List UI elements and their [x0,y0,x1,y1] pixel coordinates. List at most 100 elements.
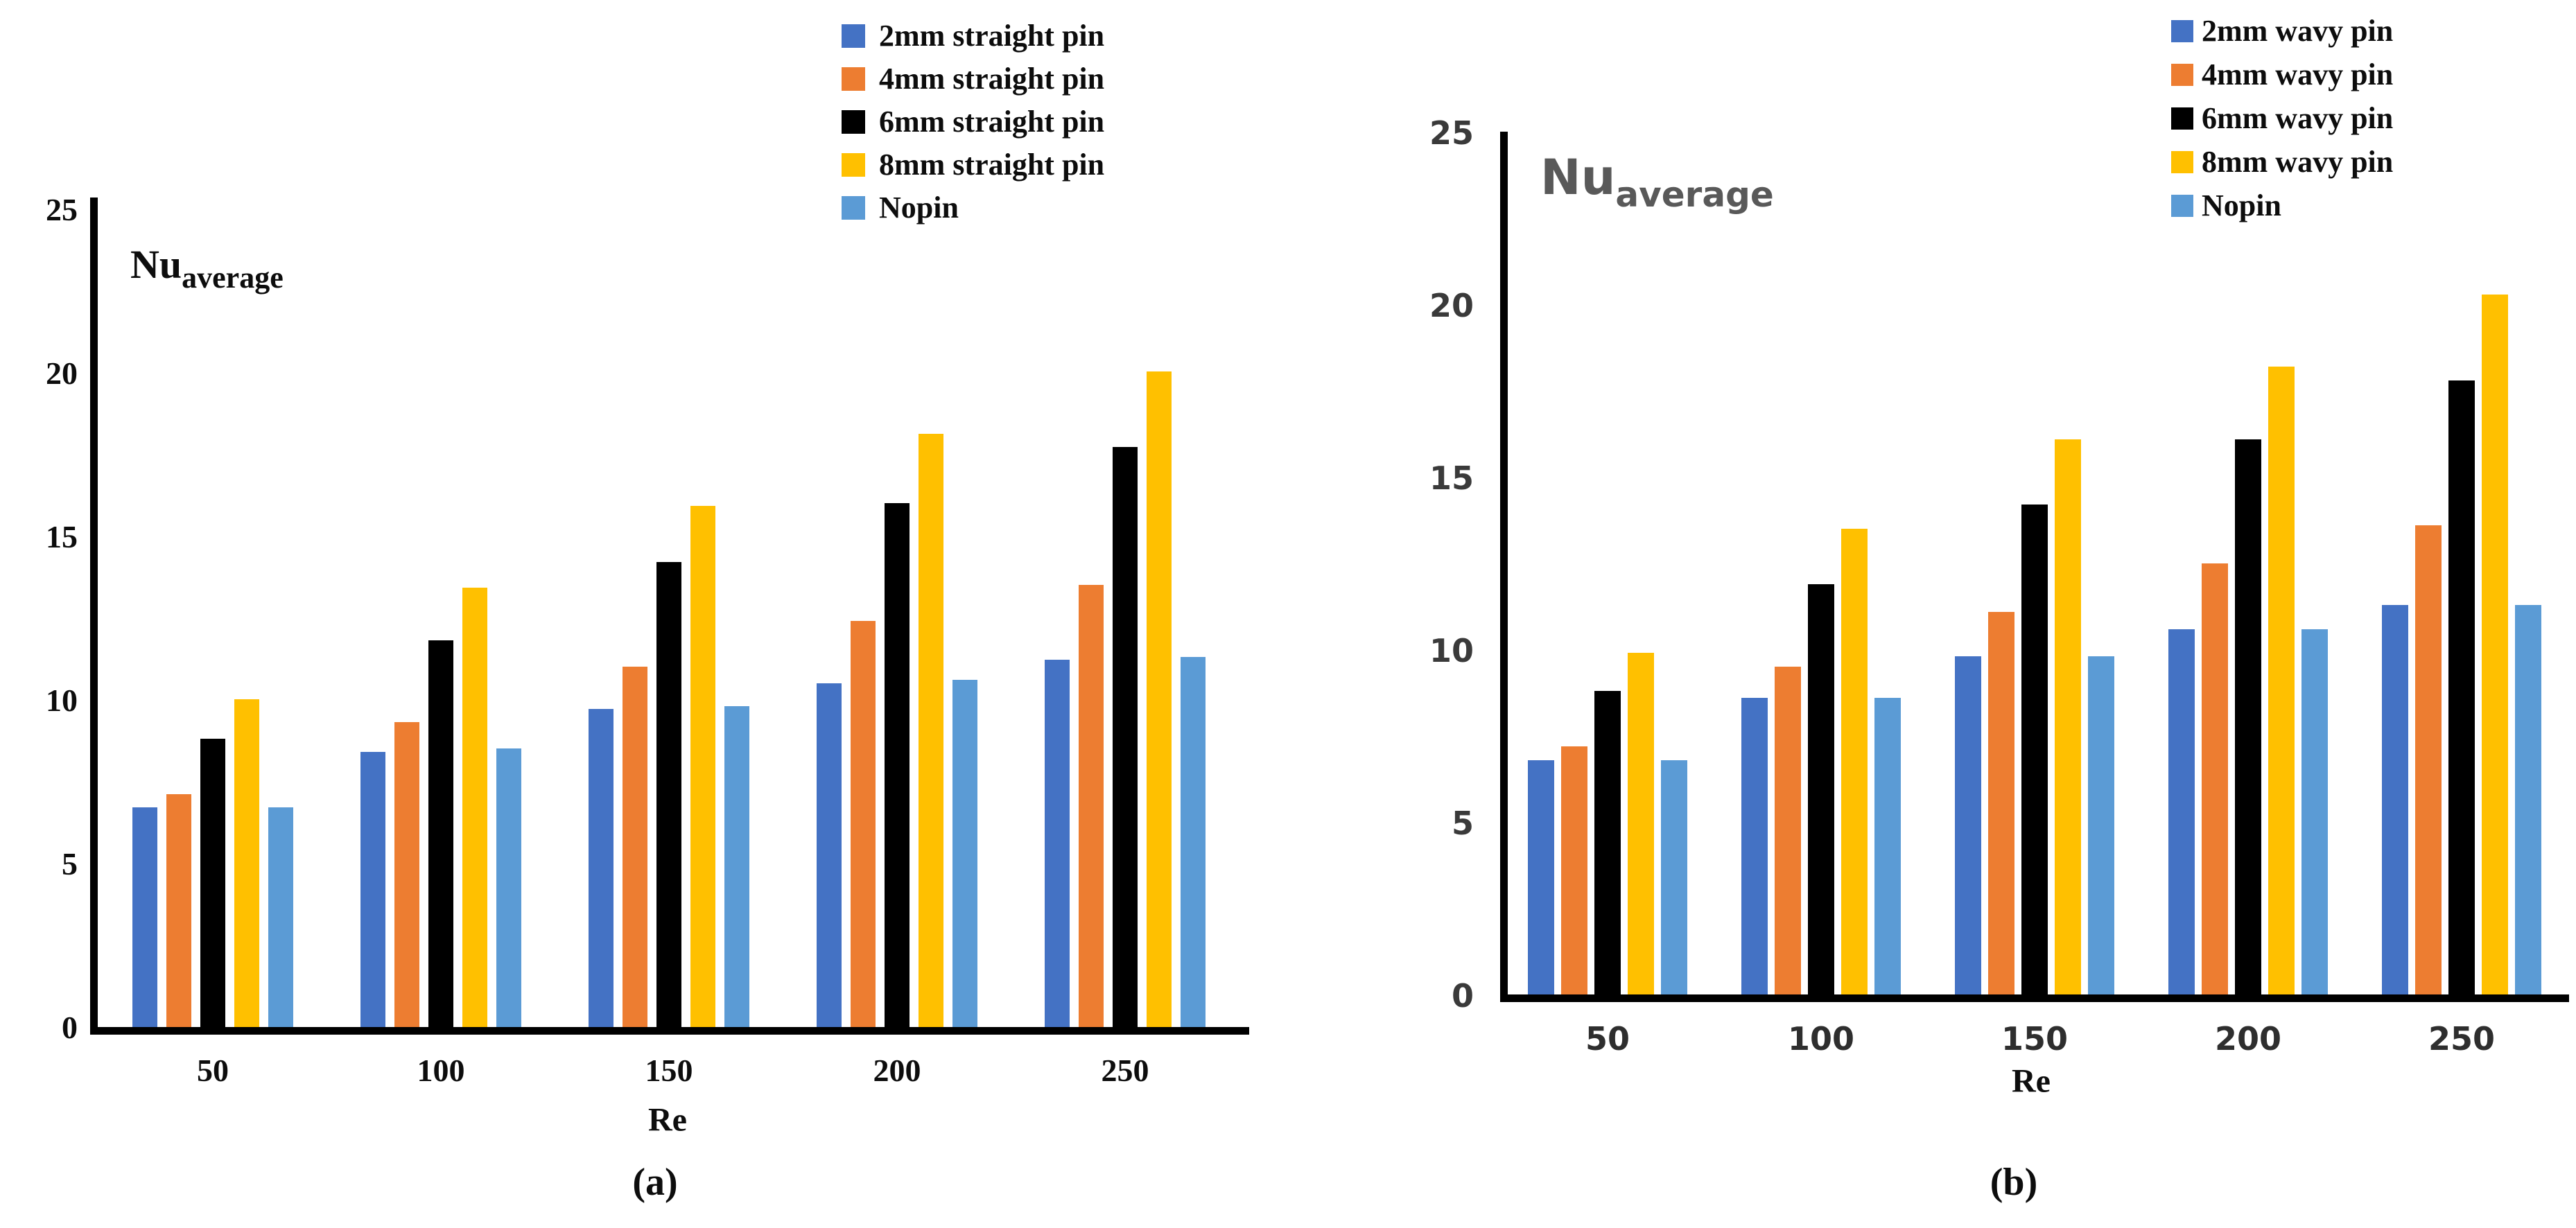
legend-label: Nopin [879,191,959,225]
bar-b-6mm-wavy-pin-100 [1808,584,1834,994]
bar-a-nopin-150 [724,706,749,1027]
legend-swatch-icon [2171,64,2193,86]
legend-swatch-icon [2171,195,2193,217]
legend-row-a-8mm-straight-pin: 8mm straight pin [842,150,1327,180]
bar-a-2mm-straight-pin-250 [1045,660,1070,1027]
legend-row-b-2mm-wavy-pin: 2mm wavy pin [2171,16,2576,46]
legend-label: 6mm straight pin [879,105,1105,139]
bar-a-6mm-straight-pin-100 [428,640,453,1027]
bar-b-4mm-wavy-pin-100 [1775,667,1801,994]
y-tick-label-a-5: 5 [62,846,78,881]
legend-label: 4mm straight pin [879,62,1105,96]
bar-a-6mm-straight-pin-50 [200,739,225,1027]
x-category-label-a-50: 50 [197,1053,229,1088]
legend-label: 2mm straight pin [879,19,1105,53]
bar-b-8mm-wavy-pin-250 [2482,295,2508,994]
panel-caption-b: (b) [1990,1161,2038,1204]
legend-label: 6mm wavy pin [2202,101,2394,135]
legend-row-b-4mm-wavy-pin: 4mm wavy pin [2171,60,2576,90]
x-category-label-b-100: 100 [1787,1020,1855,1058]
legend-swatch-icon [842,196,865,220]
x-category-label-b-150: 150 [2001,1020,2069,1058]
bar-a-nopin-50 [268,807,293,1027]
x-axis-title-a: Re [648,1101,687,1139]
panel-caption-a: (a) [632,1161,678,1204]
y-axis-line-a [90,198,98,1035]
bar-a-8mm-straight-pin-250 [1147,371,1172,1027]
bar-b-6mm-wavy-pin-250 [2448,380,2475,994]
bar-a-4mm-straight-pin-150 [623,667,647,1027]
legend-label: 8mm straight pin [879,148,1105,182]
bar-a-2mm-straight-pin-100 [360,752,385,1027]
bar-b-2mm-wavy-pin-200 [2168,629,2195,994]
x-axis-line-a [90,1027,1249,1035]
bar-a-6mm-straight-pin-200 [885,503,910,1027]
y-tick-label-b-10: 10 [1429,632,1474,669]
y-tick-label-a-0: 0 [62,1010,78,1045]
legend-swatch-icon [842,110,865,134]
bar-b-2mm-wavy-pin-250 [2382,605,2408,994]
bar-a-8mm-straight-pin-200 [919,434,943,1027]
x-category-label-a-250: 250 [1101,1053,1149,1088]
bar-b-4mm-wavy-pin-50 [1561,746,1587,994]
legend-swatch-icon [2171,107,2193,130]
legend-label: 2mm wavy pin [2202,14,2394,48]
legend-swatch-icon [842,67,865,91]
bar-a-8mm-straight-pin-150 [690,506,715,1027]
bar-b-6mm-wavy-pin-150 [2021,505,2048,994]
y-axis-line-b [1500,132,1508,1002]
legend-row-a-nopin: Nopin [842,193,1327,223]
x-category-label-a-150: 150 [645,1053,693,1088]
y-axis-title-sub-b: average [1615,175,1774,215]
bar-b-8mm-wavy-pin-100 [1841,529,1868,994]
bar-b-8mm-wavy-pin-150 [2055,439,2081,994]
legend-swatch-icon [2171,20,2193,42]
legend-label: 8mm wavy pin [2202,145,2394,179]
bar-a-2mm-straight-pin-50 [132,807,157,1027]
bar-b-4mm-wavy-pin-250 [2415,525,2442,994]
bar-b-8mm-wavy-pin-200 [2268,367,2295,994]
y-tick-label-a-25: 25 [46,192,78,227]
bar-a-4mm-straight-pin-50 [166,794,191,1027]
bar-b-nopin-100 [1874,698,1901,994]
bar-b-4mm-wavy-pin-150 [1988,612,2014,994]
y-axis-title-main-a: Nu [130,242,182,287]
bar-b-nopin-150 [2088,656,2114,994]
y-axis-title-main-b: Nu [1540,149,1616,206]
y-axis-title-b: Nuaverage [1540,149,1774,215]
x-category-label-a-100: 100 [417,1053,465,1088]
bar-b-8mm-wavy-pin-50 [1628,653,1654,994]
bar-a-4mm-straight-pin-250 [1079,585,1104,1027]
bar-b-2mm-wavy-pin-150 [1955,656,1981,994]
x-axis-title-b: Re [2012,1062,2051,1100]
bar-a-8mm-straight-pin-50 [234,699,259,1027]
legend-row-a-6mm-straight-pin: 6mm straight pin [842,107,1327,137]
legend-swatch-icon [842,24,865,48]
y-tick-label-b-15: 15 [1429,459,1474,497]
bar-b-2mm-wavy-pin-100 [1741,698,1768,994]
bar-b-nopin-250 [2515,605,2541,994]
bar-a-2mm-straight-pin-150 [589,709,613,1027]
legend-row-a-4mm-straight-pin: 4mm straight pin [842,64,1327,94]
bar-a-6mm-straight-pin-150 [656,562,681,1027]
bar-a-8mm-straight-pin-100 [462,588,487,1027]
bar-b-6mm-wavy-pin-50 [1594,691,1621,994]
bar-b-4mm-wavy-pin-200 [2202,563,2228,994]
bar-a-6mm-straight-pin-250 [1113,447,1138,1027]
legend-label: Nopin [2202,188,2281,222]
legend-row-a-2mm-straight-pin: 2mm straight pin [842,21,1327,51]
y-tick-label-a-15: 15 [46,519,78,554]
legend-swatch-icon [842,153,865,177]
x-axis-line-b [1500,994,2569,1002]
bar-a-nopin-250 [1181,657,1206,1027]
x-category-label-a-200: 200 [873,1053,921,1088]
x-category-label-b-50: 50 [1585,1020,1630,1058]
y-axis-title-a: Nuaverage [130,241,284,295]
x-category-label-b-200: 200 [2214,1020,2282,1058]
bar-a-nopin-100 [496,748,521,1027]
legend-row-b-nopin: Nopin [2171,191,2576,221]
bar-b-6mm-wavy-pin-200 [2235,439,2261,994]
y-tick-label-b-0: 0 [1451,977,1474,1015]
bar-a-4mm-straight-pin-200 [851,621,876,1027]
